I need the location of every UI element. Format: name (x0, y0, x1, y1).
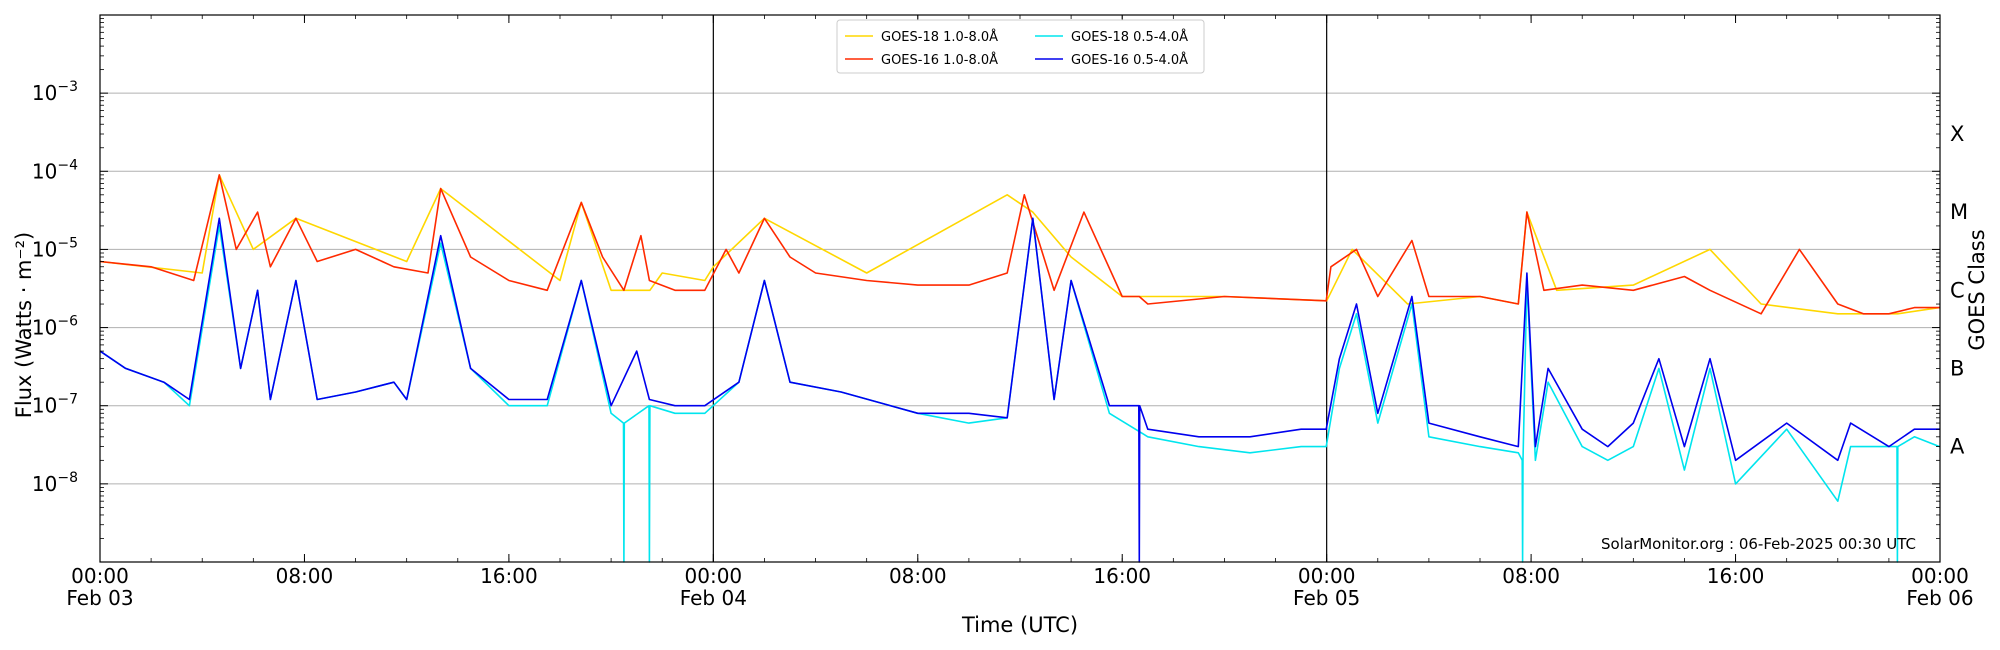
x-tick-label: 16:00 (1707, 564, 1765, 588)
y-tick-label: 10−4 (32, 157, 78, 183)
series-lines (99, 174, 1941, 563)
legend-label: GOES-18 1.0-8.0Å (881, 29, 998, 45)
goes-class-m: M (1950, 200, 1968, 224)
goes-class-labels: A B C M X (1950, 122, 1968, 459)
legend: GOES-18 1.0-8.0Å GOES-16 1.0-8.0Å GOES-18 … (836, 19, 1205, 74)
legend-box (836, 19, 1205, 74)
x-axis-label: Time (UTC) (961, 613, 1078, 637)
x-tick-label: 00:00 (685, 564, 743, 588)
x-tick-label: 08:00 (276, 564, 334, 588)
legend-label: GOES-18 0.5-4.0Å (1071, 29, 1188, 45)
y-axis-ticks: 10−8 10−7 10−6 10−5 10−4 10−3 (32, 18, 1940, 539)
plot-frame (99, 14, 1941, 563)
goes-class-a: A (1950, 435, 1965, 459)
goes-class-x: X (1950, 122, 1964, 146)
x-tick-label: 16:00 (480, 564, 538, 588)
legend-label: GOES-16 1.0-8.0Å (881, 52, 998, 68)
y-tick-label: 10−7 (32, 392, 78, 418)
goes-class-b: B (1950, 356, 1964, 380)
series-line-3 (99, 217, 1941, 563)
legend-label: GOES-16 0.5-4.0Å (1071, 52, 1188, 68)
x-tick-label: 00:00 (71, 564, 129, 588)
y-tick-label: 10−3 (32, 79, 78, 105)
x-tick-label: 08:00 (889, 564, 947, 588)
x-tick-label: 08:00 (1502, 564, 1560, 588)
day-boundary-lines (712, 15, 1328, 562)
x-tick-label: 00:00 (1911, 564, 1969, 588)
x-tick-label: 00:00 (1298, 564, 1356, 588)
x-tick-date-label: Feb 03 (66, 586, 133, 610)
series-line-4 (99, 217, 1941, 563)
y-tick-label: 10−5 (32, 235, 78, 261)
x-tick-label: 16:00 (1093, 564, 1151, 588)
x-tick-date-label: Feb 04 (680, 586, 747, 610)
y-tick-label: 10−8 (32, 470, 78, 496)
y-axis-label: Flux (Watts · m⁻²) (12, 232, 36, 418)
x-tick-date-label: Feb 05 (1293, 586, 1360, 610)
grid-lines (100, 92, 1940, 485)
y-tick-label: 10−6 (32, 314, 78, 340)
x-tick-date-label: Feb 06 (1906, 586, 1973, 610)
credit-text: SolarMonitor.org : 06-Feb-2025 00:30 UTC (1601, 535, 1916, 553)
right-axis-label: GOES Class (1965, 229, 1989, 350)
series-line-2 (99, 174, 1940, 315)
series-line-1 (99, 174, 1941, 315)
goes-class-c: C (1950, 278, 1965, 302)
